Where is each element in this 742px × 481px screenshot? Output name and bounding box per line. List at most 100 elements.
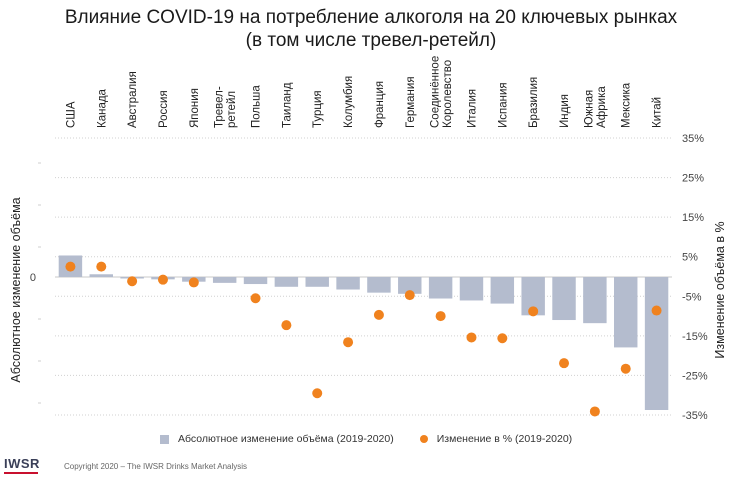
category-label-line: Франция <box>374 81 386 128</box>
category-label: Испания <box>497 82 509 128</box>
left-axis-label: Абсолютное изменение объёма <box>9 197 23 383</box>
category-label-line: Испания <box>497 82 509 128</box>
category-label: Франция <box>374 81 386 128</box>
bar <box>552 277 576 321</box>
category-label: США <box>65 101 77 128</box>
data-point <box>96 261 107 272</box>
left-tick-label: 0 <box>30 272 36 284</box>
category-label-line: Колумбия <box>343 76 355 128</box>
iwsr-logo: IWSR <box>4 456 40 474</box>
chart-title-line1: Влияние COVID-19 на потребление алкоголя… <box>64 7 678 28</box>
category-label: Россия <box>158 90 170 128</box>
bar <box>367 277 391 293</box>
data-point <box>250 293 261 304</box>
category-label: Германия <box>405 76 417 128</box>
bar <box>336 277 360 290</box>
category-label-line: Польша <box>251 85 263 128</box>
category-label-line: Королевство <box>442 60 454 128</box>
category-label: Тревел-ретейл <box>213 86 238 128</box>
category-label-line: Россия <box>158 90 170 128</box>
right-axis-label: Изменение объёма в % <box>713 221 727 359</box>
data-point <box>528 306 539 317</box>
bar <box>521 277 545 316</box>
category-label: ЮжнаяАфрика <box>584 86 609 128</box>
data-point <box>620 363 631 374</box>
bar <box>243 277 268 285</box>
category-label: Турция <box>312 90 324 128</box>
right-tick-label: 15% <box>682 212 704 224</box>
iwsr-logo-text: IWSR <box>4 456 40 471</box>
legend-dot-label: Изменение в % (2019-2020) <box>436 433 573 445</box>
category-label: Япония <box>189 88 201 128</box>
data-point <box>651 305 662 316</box>
data-point <box>589 406 600 417</box>
bar <box>583 277 607 324</box>
category-label-line: Китай <box>652 97 664 128</box>
right-tick-label: 5% <box>682 252 698 264</box>
data-point <box>497 333 508 344</box>
category-label-line: Таиланд <box>281 82 293 128</box>
category-label-line: Мексика <box>621 82 633 128</box>
right-tick-label: -5% <box>682 291 702 303</box>
category-label: СоединённоеКоролевство <box>429 56 454 128</box>
category-label-line: Индия <box>559 94 571 128</box>
data-point <box>343 337 354 348</box>
category-label: Мексика <box>621 82 633 128</box>
category-label: Бразилия <box>528 77 540 128</box>
category-label-line: Южная <box>584 90 596 128</box>
bar <box>212 277 237 283</box>
right-tick-label: -35% <box>682 410 708 422</box>
data-point <box>559 358 570 369</box>
data-point <box>312 388 323 399</box>
category-label: Польша <box>251 85 263 128</box>
category-label-line: Турция <box>312 90 324 128</box>
legend-bar-label: Абсолютное изменение объёма (2019-2020) <box>178 433 394 445</box>
legend: Абсолютное изменение объёма (2019-2020) … <box>160 433 572 445</box>
category-label-line: Япония <box>189 88 201 128</box>
chart-title-line2: (в том числе тревел-ретейл) <box>245 30 497 51</box>
data-point <box>373 309 384 320</box>
category-label: Австралия <box>127 71 139 128</box>
data-point <box>127 276 138 287</box>
category-label-line: Канада <box>96 88 108 128</box>
right-tick-label: 25% <box>682 173 704 185</box>
right-tick-label: 35% <box>682 133 704 145</box>
bar <box>274 277 299 287</box>
category-label-line: Африка <box>596 86 608 128</box>
data-point <box>435 311 446 322</box>
category-label: Индия <box>559 94 571 128</box>
category-label: Китай <box>652 97 664 128</box>
category-label: Канада <box>96 88 108 128</box>
data-point <box>281 320 292 331</box>
bar <box>428 277 453 299</box>
bar <box>305 277 329 287</box>
category-label-line: Австралия <box>127 71 139 128</box>
category-label: Италия <box>466 89 478 128</box>
right-tick-label: -25% <box>682 370 708 382</box>
category-label: Колумбия <box>343 76 355 128</box>
legend-bar-swatch <box>160 434 169 444</box>
copyright-text: Copyright 2020 – The IWSR Drinks Market … <box>64 462 248 471</box>
bar <box>398 277 422 294</box>
bar <box>614 277 638 348</box>
data-point <box>157 274 168 285</box>
bar <box>459 277 484 301</box>
bar <box>490 277 515 304</box>
bar <box>644 277 669 410</box>
data-point <box>404 290 415 301</box>
right-tick-label: -15% <box>682 331 708 343</box>
data-point <box>65 261 76 272</box>
category-label-line: Тревел- <box>213 86 225 128</box>
category-label-line: Италия <box>466 89 478 128</box>
bar <box>89 274 113 277</box>
data-point <box>466 332 477 343</box>
iwsr-logo-underline <box>4 472 38 474</box>
legend-dot-swatch <box>419 435 428 443</box>
data-point <box>188 277 199 288</box>
category-label-line: Бразилия <box>528 77 540 128</box>
chart-title: Влияние COVID-19 на потребление алкоголя… <box>0 6 742 52</box>
category-label: Таиланд <box>281 82 293 128</box>
category-label-line: ретейл <box>226 91 238 128</box>
category-label-line: Германия <box>405 76 417 128</box>
